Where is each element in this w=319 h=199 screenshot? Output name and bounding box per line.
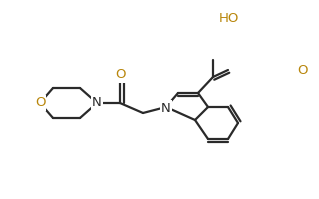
Text: O: O	[35, 97, 45, 109]
Text: N: N	[161, 101, 171, 114]
Text: O: O	[115, 68, 125, 82]
Text: HO: HO	[219, 12, 239, 24]
Text: O: O	[298, 63, 308, 76]
Text: N: N	[92, 97, 102, 109]
